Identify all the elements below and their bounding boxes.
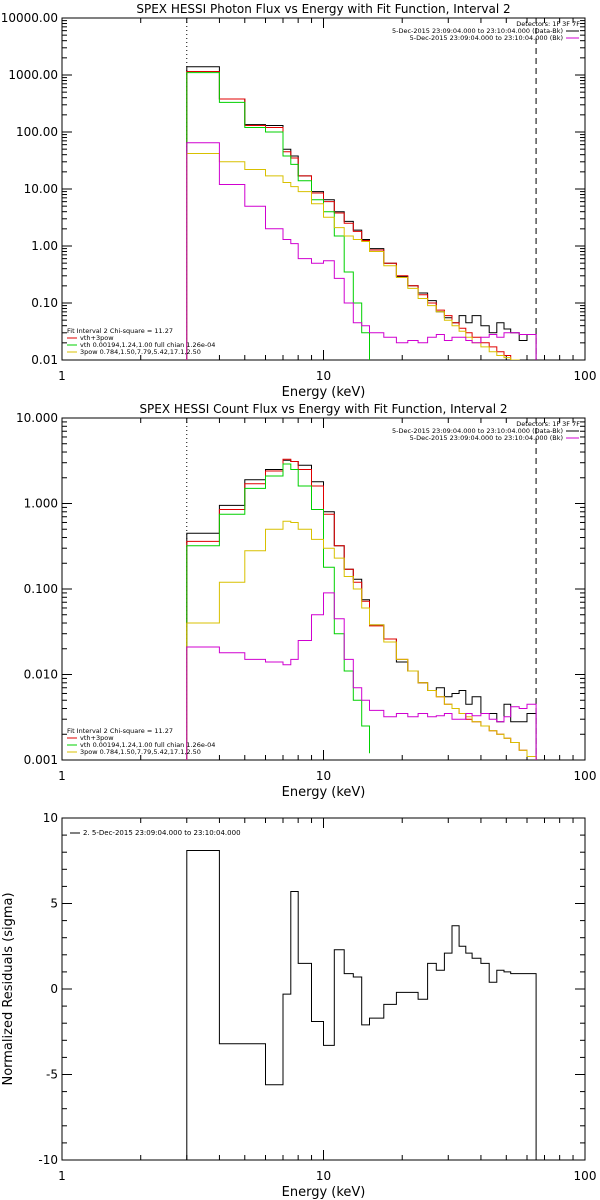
x-tick-label: 100 [574, 769, 597, 783]
detectors-label: Detectors: 1F 3F 7F [516, 420, 580, 428]
top-legend-text: 5-Dec-2015 23:09:04.000 to 23:10:04.000 … [392, 427, 563, 435]
x-axis-label: Energy (keV) [282, 1185, 366, 1200]
y-tick-label: 1.000 [24, 497, 58, 511]
x-tick-label: 1 [58, 369, 66, 383]
panel-2: SPEX HESSI Count Flux vs Energy with Fit… [16, 402, 596, 800]
series-4-line [186, 153, 520, 360]
fit-legend-text: vth 0.00194,1.24,1.00 full chian 1.26e-0… [80, 341, 215, 349]
fit-legend-text: vth+3pow [80, 334, 114, 342]
fit-legend-header: Fit Interval 2 Chi-square = 11.27 [67, 327, 173, 335]
fit-legend-text: vth 0.00194,1.24,1.00 full chian 1.26e-0… [80, 741, 215, 749]
y-tick-label: 0.100 [24, 582, 58, 596]
y-tick-label: 0.10 [31, 296, 58, 310]
y-tick-label: 1000.00 [8, 68, 58, 82]
y-tick-label: 5 [50, 897, 58, 911]
y-axis-label: Normalized Residuals (sigma) [1, 892, 16, 1085]
top-legend-text: 5-Dec-2015 23:09:04.000 to 23:10:04.000 … [410, 34, 563, 42]
y-tick-label: 1.00 [31, 239, 58, 253]
series-1-line [186, 850, 537, 1160]
y-tick-label: 0.001 [24, 753, 58, 767]
series-5-line [186, 592, 537, 760]
panel-3: 1 10 100 -10 -5 0 5 10 Energy (keV) Normalized Re… [1, 811, 596, 1200]
y-tick-label: 0 [50, 982, 58, 996]
y-tick-label: 10.00 [24, 182, 58, 196]
series-3-line [186, 72, 370, 360]
panel-1: SPEX HESSI Photon Flux vs Energy with Fi… [1, 2, 597, 400]
x-tick-label: 10 [316, 1169, 331, 1183]
chart-title: SPEX HESSI Count Flux vs Energy with Fit… [139, 402, 507, 416]
y-tick-label: 10000.00 [1, 11, 58, 25]
y-tick-label: 100.00 [16, 125, 58, 139]
series-4-line [186, 520, 537, 760]
series-group [186, 850, 537, 1160]
x-tick-label: 1 [58, 1169, 66, 1183]
y-tick-label: 0.01 [31, 353, 58, 367]
legend-text: 2. 5-Dec-2015 23:09:04.000 to 23:10:04.0… [83, 829, 241, 837]
fit-legend-text: 3pow 0.784,1.50,7.79,5.42,17.1,2.50 [80, 348, 201, 356]
top-legend-text: 5-Dec-2015 23:09:04.000 to 23:10:04.000 … [392, 27, 563, 35]
chart-title: SPEX HESSI Photon Flux vs Energy with Fi… [136, 2, 510, 16]
fit-legend-text: 3pow 0.784,1.50,7.79,5.42,17.1,2.50 [80, 748, 201, 756]
x-axis-label: Energy (keV) [282, 385, 366, 400]
detectors-label: Detectors: 1F 3F 7F [516, 20, 580, 28]
top-legend-text: 5-Dec-2015 23:09:04.000 to 23:10:04.000 … [410, 434, 563, 442]
y-tick-label: -5 [46, 1068, 58, 1082]
x-tick-label: 1 [58, 769, 66, 783]
y-tick-label: 10 [43, 811, 58, 825]
x-tick-label: 100 [574, 369, 597, 383]
fit-legend-header: Fit Interval 2 Chi-square = 11.27 [67, 727, 173, 735]
series-5-line [186, 142, 537, 360]
x-axis-label: Energy (keV) [282, 785, 366, 800]
y-tick-label: 0.010 [24, 668, 58, 682]
y-tick-label: -10 [38, 1153, 58, 1167]
y-tick-label: 10.000 [16, 411, 58, 425]
x-tick-label: 10 [316, 769, 331, 783]
x-tick-label: 10 [316, 369, 331, 383]
x-tick-label: 100 [574, 1169, 597, 1183]
series-group [186, 66, 537, 360]
fit-legend-text: vth+3pow [80, 734, 114, 742]
series-group [186, 458, 537, 760]
